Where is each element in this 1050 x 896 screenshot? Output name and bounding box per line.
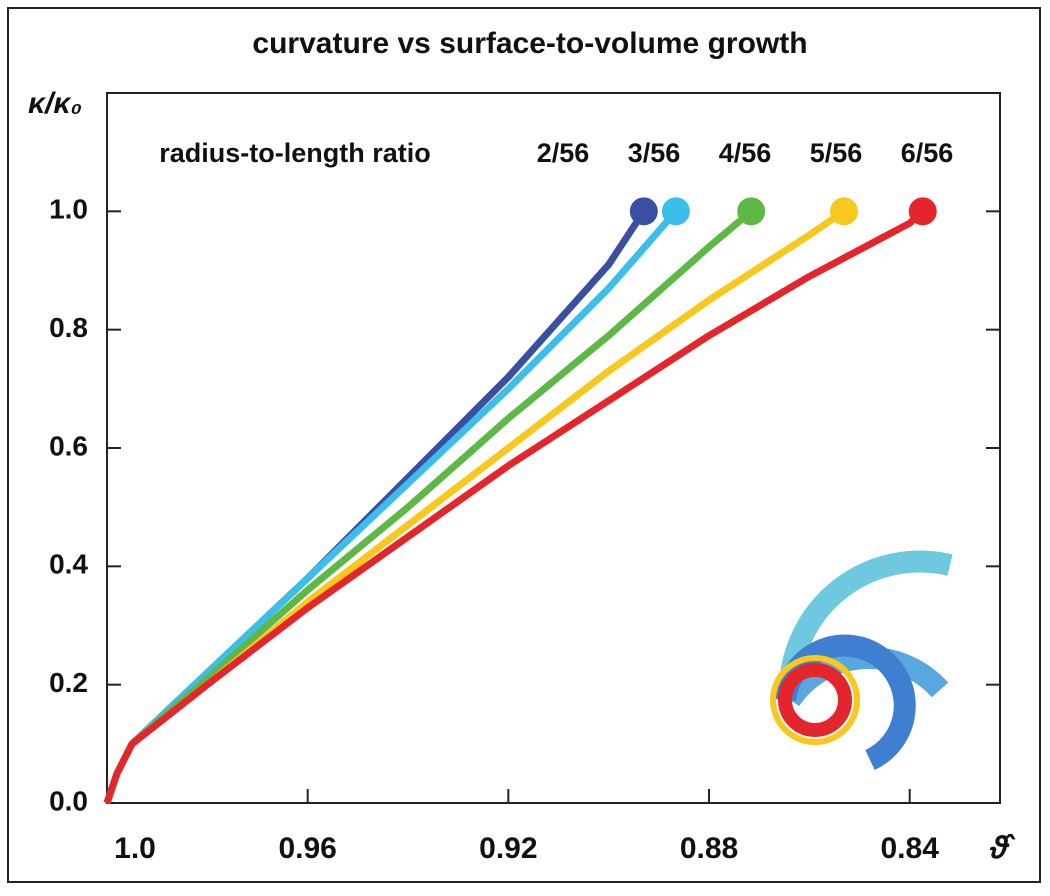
y-tick-label: 0.6 bbox=[49, 430, 88, 461]
legend-label: 3/56 bbox=[628, 138, 681, 168]
legend-label: 4/56 bbox=[719, 138, 772, 168]
plot-area bbox=[106, 92, 1001, 804]
series-line bbox=[103, 208, 846, 805]
x-tick-label: 0.84 bbox=[881, 832, 940, 865]
chart-title: curvature vs surface-to-volume growth bbox=[252, 27, 807, 60]
y-axis-label: κ/κ₀ bbox=[28, 87, 82, 120]
end-marker bbox=[737, 197, 766, 226]
x-tick-label: 0.88 bbox=[680, 832, 738, 865]
legend-title: radius-to-length ratio bbox=[159, 138, 431, 168]
x-tick-label: 0.92 bbox=[479, 832, 537, 865]
x-tick-label: 1.0 bbox=[114, 832, 156, 865]
legend-label: 5/56 bbox=[810, 138, 863, 168]
end-marker bbox=[829, 197, 858, 226]
helix-ring bbox=[770, 655, 860, 745]
y-tick-label: 0.0 bbox=[49, 785, 88, 816]
y-tick-label: 1.0 bbox=[49, 194, 88, 225]
end-marker bbox=[629, 197, 658, 226]
x-tick-label: 0.96 bbox=[278, 832, 336, 865]
series-line bbox=[103, 209, 647, 805]
series-line bbox=[103, 209, 679, 805]
y-tick-label: 0.4 bbox=[49, 549, 88, 580]
x-axis-label: ϑ̂ bbox=[989, 829, 1016, 865]
legend-label: 6/56 bbox=[901, 138, 954, 168]
end-marker bbox=[908, 197, 937, 226]
helix-inner bbox=[774, 634, 916, 770]
legend-label: 2/56 bbox=[537, 138, 590, 168]
y-tick-label: 0.8 bbox=[49, 312, 88, 343]
helix-core bbox=[778, 663, 852, 737]
frame bbox=[7, 7, 1041, 883]
end-marker bbox=[661, 197, 690, 226]
y-tick-label: 0.2 bbox=[49, 667, 88, 698]
inset-helix bbox=[770, 550, 953, 770]
series-line bbox=[103, 208, 926, 805]
